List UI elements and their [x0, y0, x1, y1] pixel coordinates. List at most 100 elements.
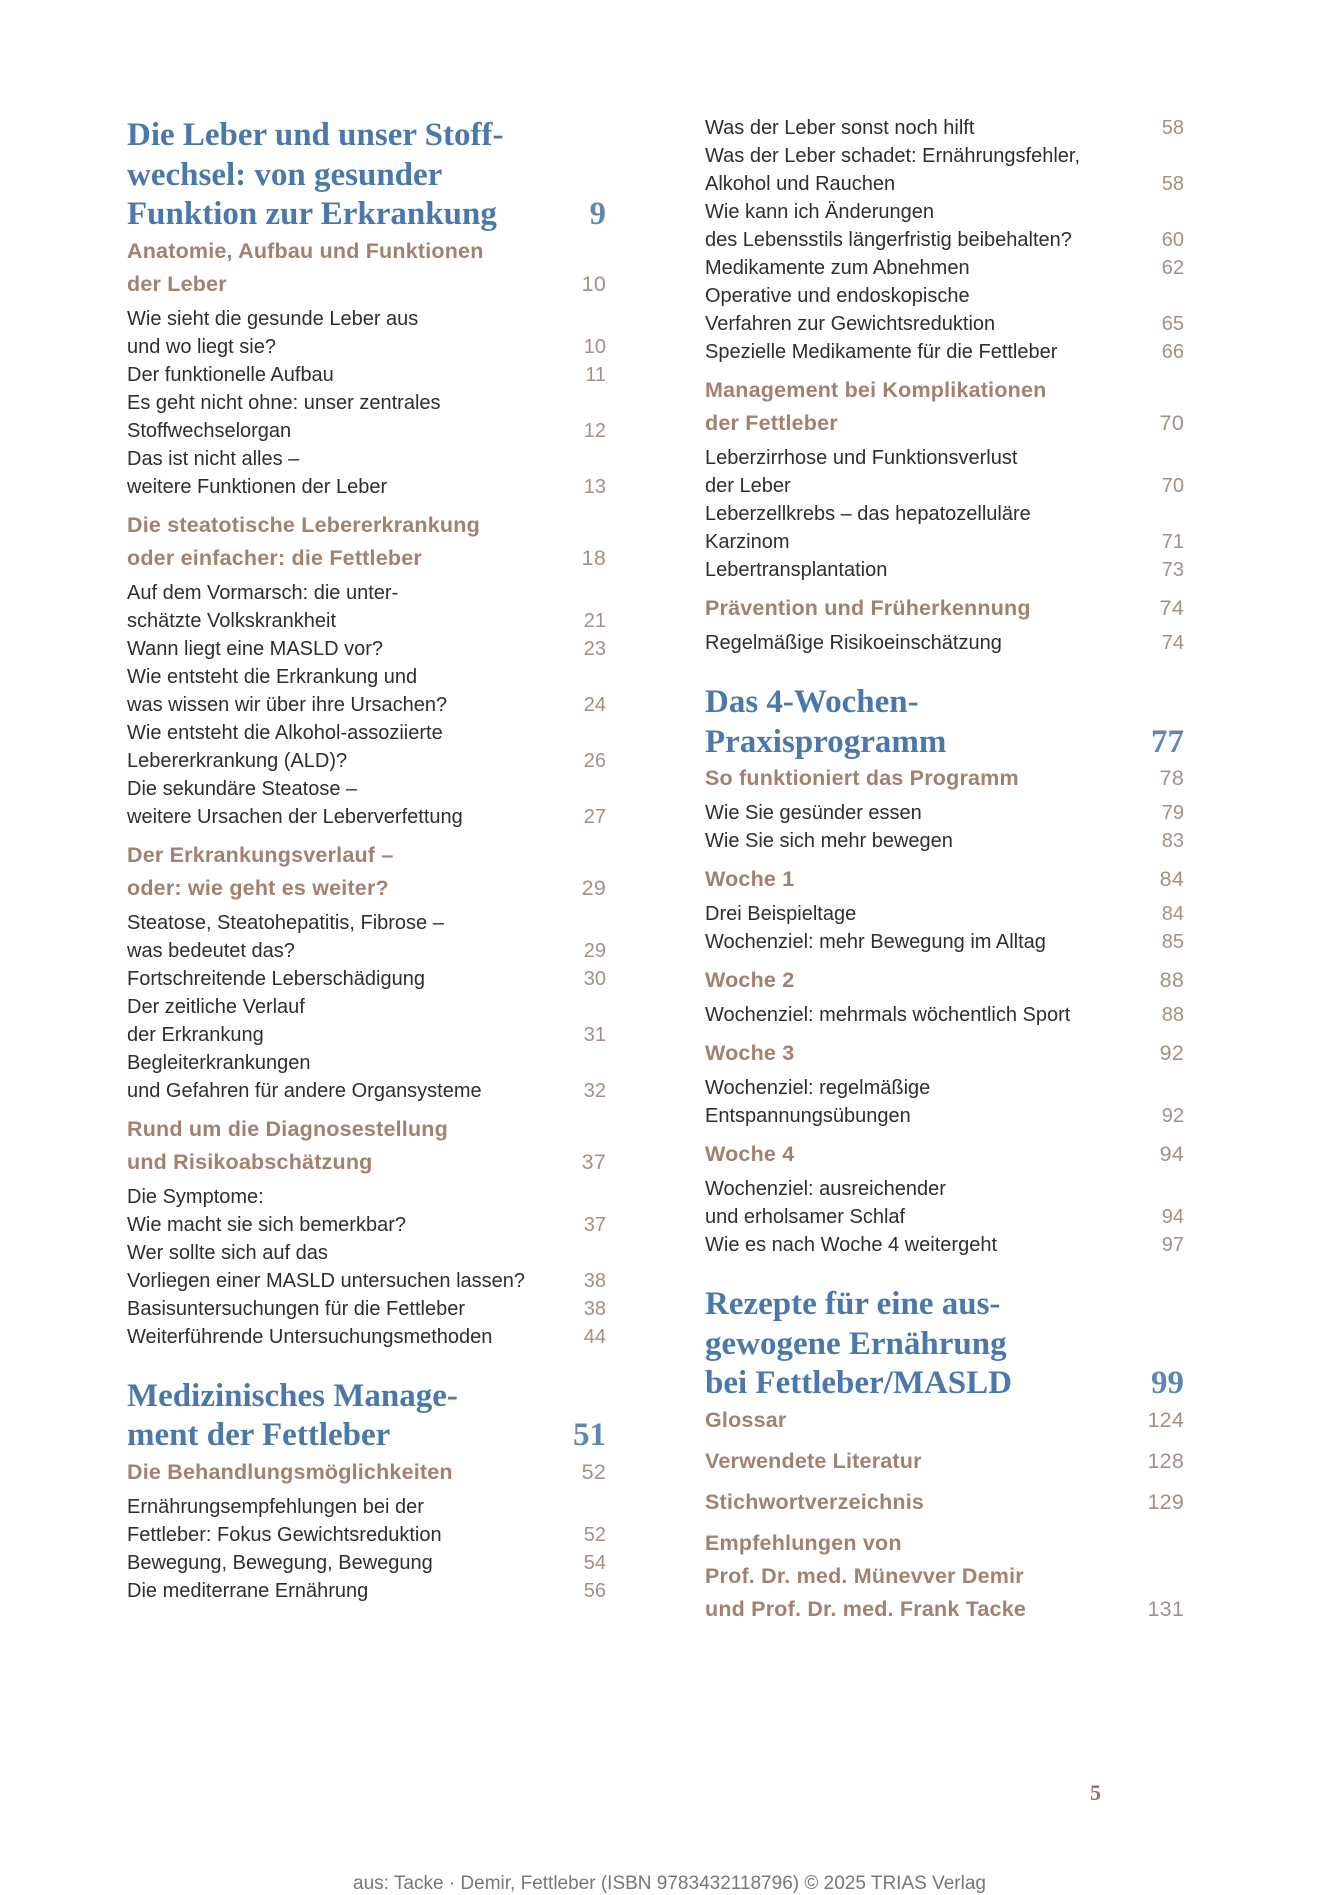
toc-entry-line: Begleiterkrankungen	[127, 1051, 311, 1074]
toc-item: Ernährungsempfehlungen bei der Fettleber:…	[127, 1493, 606, 1549]
toc-entry-line: Das ist nicht alles –	[127, 447, 300, 470]
toc-entry-title: Wochenziel: regelmäßige Entspannungsübung…	[705, 1074, 1144, 1130]
toc-section: Die Behandlungsmöglichkeiten 52	[127, 1456, 606, 1489]
toc-section: Management bei Komplikationen der Fettleb…	[705, 374, 1184, 440]
toc-item: Leberzirrhose und Funktionsverlust der Le…	[705, 444, 1184, 500]
toc-page-number: 21	[583, 609, 606, 632]
toc-entry-line: Funktion zur Erkrankung	[127, 196, 497, 232]
toc-entry-line: Das 4-Wochen-	[705, 684, 919, 720]
toc-entry-line: weitere Ursachen der Leberverfettung	[127, 805, 463, 828]
toc-page-number: 131	[1147, 1596, 1184, 1621]
toc-entry-title: Bewegung, Bewegung, Bewegung	[127, 1549, 566, 1577]
toc-entry-title: Das ist nicht alles – weitere Funktionen …	[127, 445, 566, 501]
toc-page-number: 26	[583, 749, 606, 772]
toc-page-number: 70	[1161, 475, 1184, 497]
toc-entry-title: Wie entsteht die Erkrankung und was wisse…	[127, 663, 566, 719]
toc-entry-title: Basisuntersuchungen für die Fettleber	[127, 1295, 566, 1323]
toc-item: Begleiterkrankungen und Gefahren für ande…	[127, 1049, 606, 1105]
toc-section: Der Erkrankungsverlauf – oder: wie geht e…	[127, 839, 606, 905]
toc-entry-title: Prävention und Früherkennung	[705, 592, 1144, 625]
toc-entry-title: Woche 2	[705, 964, 1144, 997]
toc-entry-line: Wochenziel: ausreichender	[705, 1178, 946, 1200]
toc-entry-line: Management bei Komplikationen	[705, 378, 1047, 402]
toc-page-number: 9	[589, 196, 607, 232]
toc-entry-title: Glossar	[705, 1404, 1144, 1437]
toc-chapter: Medizinisches Manage-ment der Fettleber 5…	[127, 1377, 606, 1456]
toc-page-number: 51	[573, 1417, 606, 1453]
toc-entry-title: Die Behandlungsmöglichkeiten	[127, 1456, 566, 1489]
toc-entry-line: Die Behandlungsmöglichkeiten	[127, 1459, 453, 1484]
toc-page-number: 124	[1147, 1407, 1184, 1432]
toc-entry-line: Leberzirrhose und Funktionsverlust	[705, 447, 1018, 469]
toc-entry-line: Woche 2	[705, 968, 795, 992]
toc-entry-title: Wie sieht die gesunde Leber aus und wo li…	[127, 305, 566, 361]
toc-page-number: 52	[583, 1523, 606, 1546]
toc-entry-line: Die mediterrane Ernährung	[127, 1579, 369, 1602]
toc-page-number: 44	[583, 1325, 606, 1348]
toc-entry-line: Leberzellkrebs – das hepatozelluläre	[705, 503, 1031, 525]
toc-entry-title: Stichwortverzeichnis	[705, 1486, 1144, 1519]
toc-item: Die sekundäre Steatose – weitere Ursachen…	[127, 775, 606, 831]
toc-page-number: 79	[1161, 802, 1184, 824]
toc-page-number: 84	[1161, 903, 1184, 925]
toc-item: Medikamente zum Abnehmen 62	[705, 254, 1184, 282]
toc-entry-title: Verwendete Literatur	[705, 1445, 1144, 1478]
toc-entry-line: Der Erkrankungsverlauf –	[127, 842, 394, 867]
toc-chapter: Rezepte für eine aus-gewogene Ernährung b…	[705, 1285, 1184, 1404]
toc-item: Bewegung, Bewegung, Bewegung 54	[127, 1549, 606, 1577]
toc-page-number: 74	[1159, 596, 1184, 620]
toc-entry-line: Wochenziel: mehr Bewegung im Alltag	[705, 931, 1046, 953]
toc-entry-title: Der funktionelle Aufbau	[127, 361, 566, 389]
toc-section: So funktioniert das Programm 78	[705, 762, 1184, 795]
toc-entry-line: und wo liegt sie?	[127, 335, 276, 358]
toc-page-number: 129	[1147, 1489, 1184, 1514]
toc-item: Wer sollte sich auf das Vorliegen einer M…	[127, 1239, 606, 1295]
toc-entry-line: Medizinisches Manage-	[127, 1377, 458, 1414]
toc-entry-line: Entspannungsübungen	[705, 1105, 911, 1127]
toc-entry-line: Wer sollte sich auf das	[127, 1241, 328, 1264]
toc-section: Woche 3 92	[705, 1037, 1184, 1070]
toc-entry-title: Woche 3	[705, 1037, 1144, 1070]
toc-entry-title: Medikamente zum Abnehmen	[705, 254, 1144, 282]
toc-entry-line: gewogene Ernährung	[705, 1325, 1007, 1362]
toc-page-number: 38	[583, 1297, 606, 1320]
toc-entry-line: Stoffwechselorgan	[127, 419, 292, 442]
toc-entry-line: Lebererkrankung (ALD)?	[127, 749, 348, 772]
toc-entry-line: So funktioniert das Programm	[705, 766, 1019, 790]
toc-entry-line: Wie Sie gesünder essen	[705, 802, 922, 824]
toc-entry-title: Spezielle Medikamente für die Fettleber	[705, 338, 1144, 366]
toc-item: Es geht nicht ohne: unser zentrales Stoff…	[127, 389, 606, 445]
toc-entry-title: Operative und endoskopische Verfahren zur…	[705, 282, 1144, 338]
toc-item: Wie Sie sich mehr bewegen 83	[705, 827, 1184, 855]
toc-entry-title: Wochenziel: mehr Bewegung im Alltag	[705, 928, 1144, 956]
toc-item: Spezielle Medikamente für die Fettleber 6…	[705, 338, 1184, 366]
toc-page-number: 24	[583, 693, 606, 716]
toc-page-number: 94	[1159, 1142, 1184, 1166]
toc-column-right: Was der Leber sonst noch hilft 58 Was der …	[705, 114, 1184, 1626]
toc-entry-title: Anatomie, Aufbau und Funktionen der Leber	[127, 235, 566, 301]
toc-entry-line: Anatomie, Aufbau und Funktionen	[127, 238, 484, 263]
toc-entry-line: und Gefahren für andere Organsysteme	[127, 1079, 482, 1102]
toc-page-number: 52	[581, 1459, 606, 1484]
toc-entry-line: bei Fettleber/MASLD	[705, 1365, 1013, 1401]
toc-entry-line: und erholsamer Schlaf	[705, 1206, 906, 1228]
toc-entry-title: Begleiterkrankungen und Gefahren für ande…	[127, 1049, 566, 1105]
toc-entry-title: Wochenziel: mehrmals wöchentlich Sport	[705, 1001, 1144, 1029]
toc-entry-title: Wer sollte sich auf das Vorliegen einer M…	[127, 1239, 566, 1295]
toc-item: Basisuntersuchungen für die Fettleber 38	[127, 1295, 606, 1323]
toc-page-number: 78	[1159, 766, 1184, 790]
toc-entry-line: Praxisprogramm	[705, 723, 947, 760]
toc-entry-title: Die Symptome: Wie macht sie sich bemerkba…	[127, 1183, 566, 1239]
toc-entry-line: Prävention und Früherkennung	[705, 596, 1031, 620]
toc-entry-line: Woche 3	[705, 1041, 795, 1065]
toc-entry-line: Operative und endoskopische	[705, 285, 970, 307]
toc-page-number: 128	[1147, 1448, 1184, 1473]
toc-chapter: Das 4-Wochen- Praxisprogramm 77	[705, 683, 1184, 762]
toc-page-number: 66	[1161, 341, 1184, 363]
toc-page-number: 38	[583, 1269, 606, 1292]
toc-entry-line: Bewegung, Bewegung, Bewegung	[127, 1551, 433, 1574]
toc-entry-line: Woche 1	[705, 867, 795, 891]
toc-page-number: 71	[1161, 531, 1184, 553]
toc-item: Regelmäßige Risikoeinschätzung 74	[705, 629, 1184, 657]
toc-entry-title: So funktioniert das Programm	[705, 762, 1144, 795]
